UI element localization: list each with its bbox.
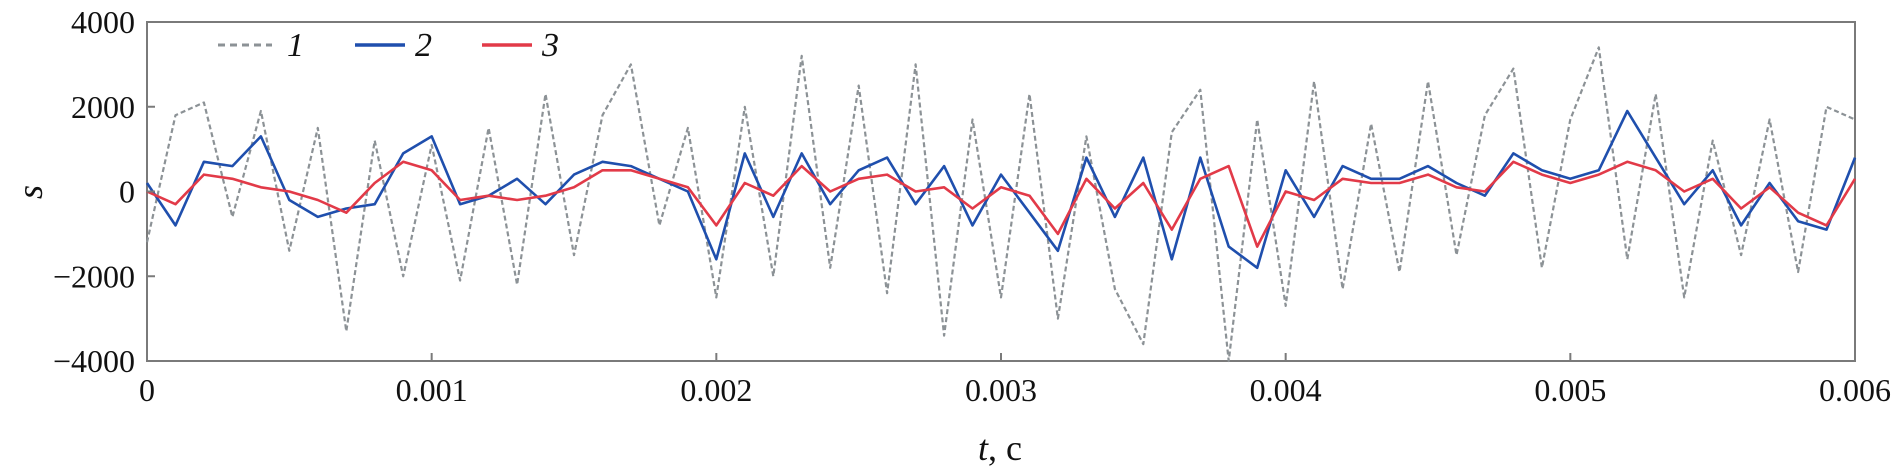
legend-label-2: 2 (415, 27, 432, 64)
legend-label-3: 3 (541, 27, 559, 64)
x-tick-label: 0 (139, 372, 155, 408)
x-axis-label-unit: , c (988, 428, 1022, 468)
x-tick-label: 0.006 (1819, 372, 1891, 408)
x-tick-label: 0.001 (396, 372, 468, 408)
y-tick-label: 0 (119, 174, 135, 210)
series-layer (145, 46, 1857, 363)
x-tick-label: 0.003 (965, 372, 1037, 408)
x-tick-label: 0.002 (680, 372, 752, 408)
x-axis-label: t, c (978, 428, 1022, 468)
x-tick-label: 0.005 (1534, 372, 1606, 408)
x-tick-label: 0.004 (1250, 372, 1322, 408)
series-line-2 (145, 109, 1857, 270)
x-axis-label-var: t (978, 428, 989, 468)
legend: 1 2 3 (218, 27, 559, 64)
y-tick-label: −4000 (53, 343, 135, 379)
legend-label-1: 1 (287, 27, 304, 64)
series-line-1 (145, 46, 1856, 363)
y-axis-label: s (10, 185, 50, 199)
y-tick-label: 2000 (71, 89, 135, 125)
y-tick-label: −2000 (53, 258, 135, 294)
series-line-3 (146, 160, 1857, 248)
y-tick-label: 4000 (71, 4, 135, 40)
plot-area (146, 21, 1856, 362)
axes-layer: 0 0.001 0.002 0.003 0.004 0.005 0.006 4000 2000 0… (53, 4, 1891, 408)
